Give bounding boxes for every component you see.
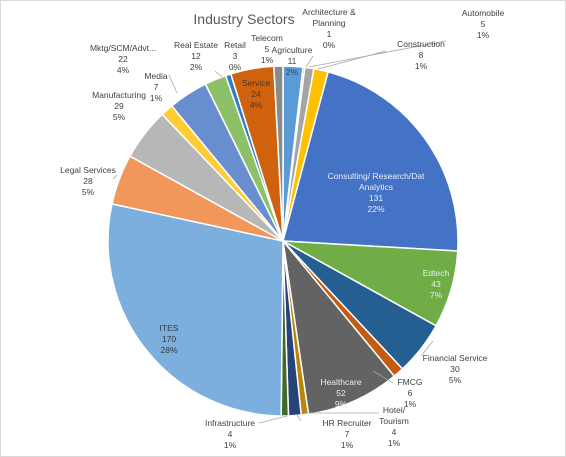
leader-line [112, 174, 118, 180]
data-label: ITES 170 28% [160, 323, 179, 355]
leader-line [214, 70, 223, 78]
data-label: Legal Services 28 5% [60, 165, 116, 197]
leader-line [372, 370, 394, 384]
data-label: Infrastructure 4 1% [205, 418, 255, 450]
data-label: Architecture & Planning 1 0% [302, 7, 356, 50]
data-label: Consulting/ Research/Dat Analytics 131 22% [328, 171, 425, 214]
data-label: Telecom 5 1% [251, 33, 283, 65]
pie-slice-consulting-research-dat-analytics [282, 71, 459, 252]
leader-line [258, 415, 288, 424]
data-labels: Agriculture 11 2%Architecture & Planning 1 0%… [60, 7, 504, 450]
data-label: Automobile 5 1% [462, 8, 505, 40]
leader-line [168, 74, 178, 94]
data-label: Service 24 4% [242, 78, 271, 110]
leader-lines [112, 40, 447, 424]
data-label: Construction 8 1% [397, 39, 445, 71]
data-label: FMCG 6 1% [397, 377, 422, 409]
leader-line [296, 414, 302, 422]
data-label: Agriculture 11 2% [272, 45, 313, 77]
data-label: Financial Service 30 5% [423, 353, 488, 385]
data-label: Edtech 43 7% [423, 268, 450, 300]
leader-line [305, 55, 314, 68]
leader-line [308, 40, 447, 68]
data-label: HR Recruiter 7 1% [322, 418, 371, 450]
pie-slice-healthcare [281, 238, 396, 415]
data-label: Manufacturing 29 5% [92, 90, 146, 122]
data-label: Mktg/SCM/Advt... 22 4% [90, 43, 156, 75]
data-label: Hotel/Tourism 4 1% [379, 405, 409, 448]
leader-line [230, 66, 237, 72]
data-label: Media 7 1% [144, 71, 167, 103]
data-label: Real Estate 12 2% [174, 40, 218, 72]
data-label: Healthcare 52 9% [320, 377, 361, 409]
chart-title: Industry Sectors [193, 11, 295, 27]
pie-slice-telecom [273, 65, 284, 242]
leader-line [420, 340, 434, 357]
pie-slice-ites [107, 202, 284, 417]
leader-line [317, 50, 387, 70]
data-label: Retail 3 0% [224, 40, 246, 72]
pie-slices [107, 65, 459, 417]
